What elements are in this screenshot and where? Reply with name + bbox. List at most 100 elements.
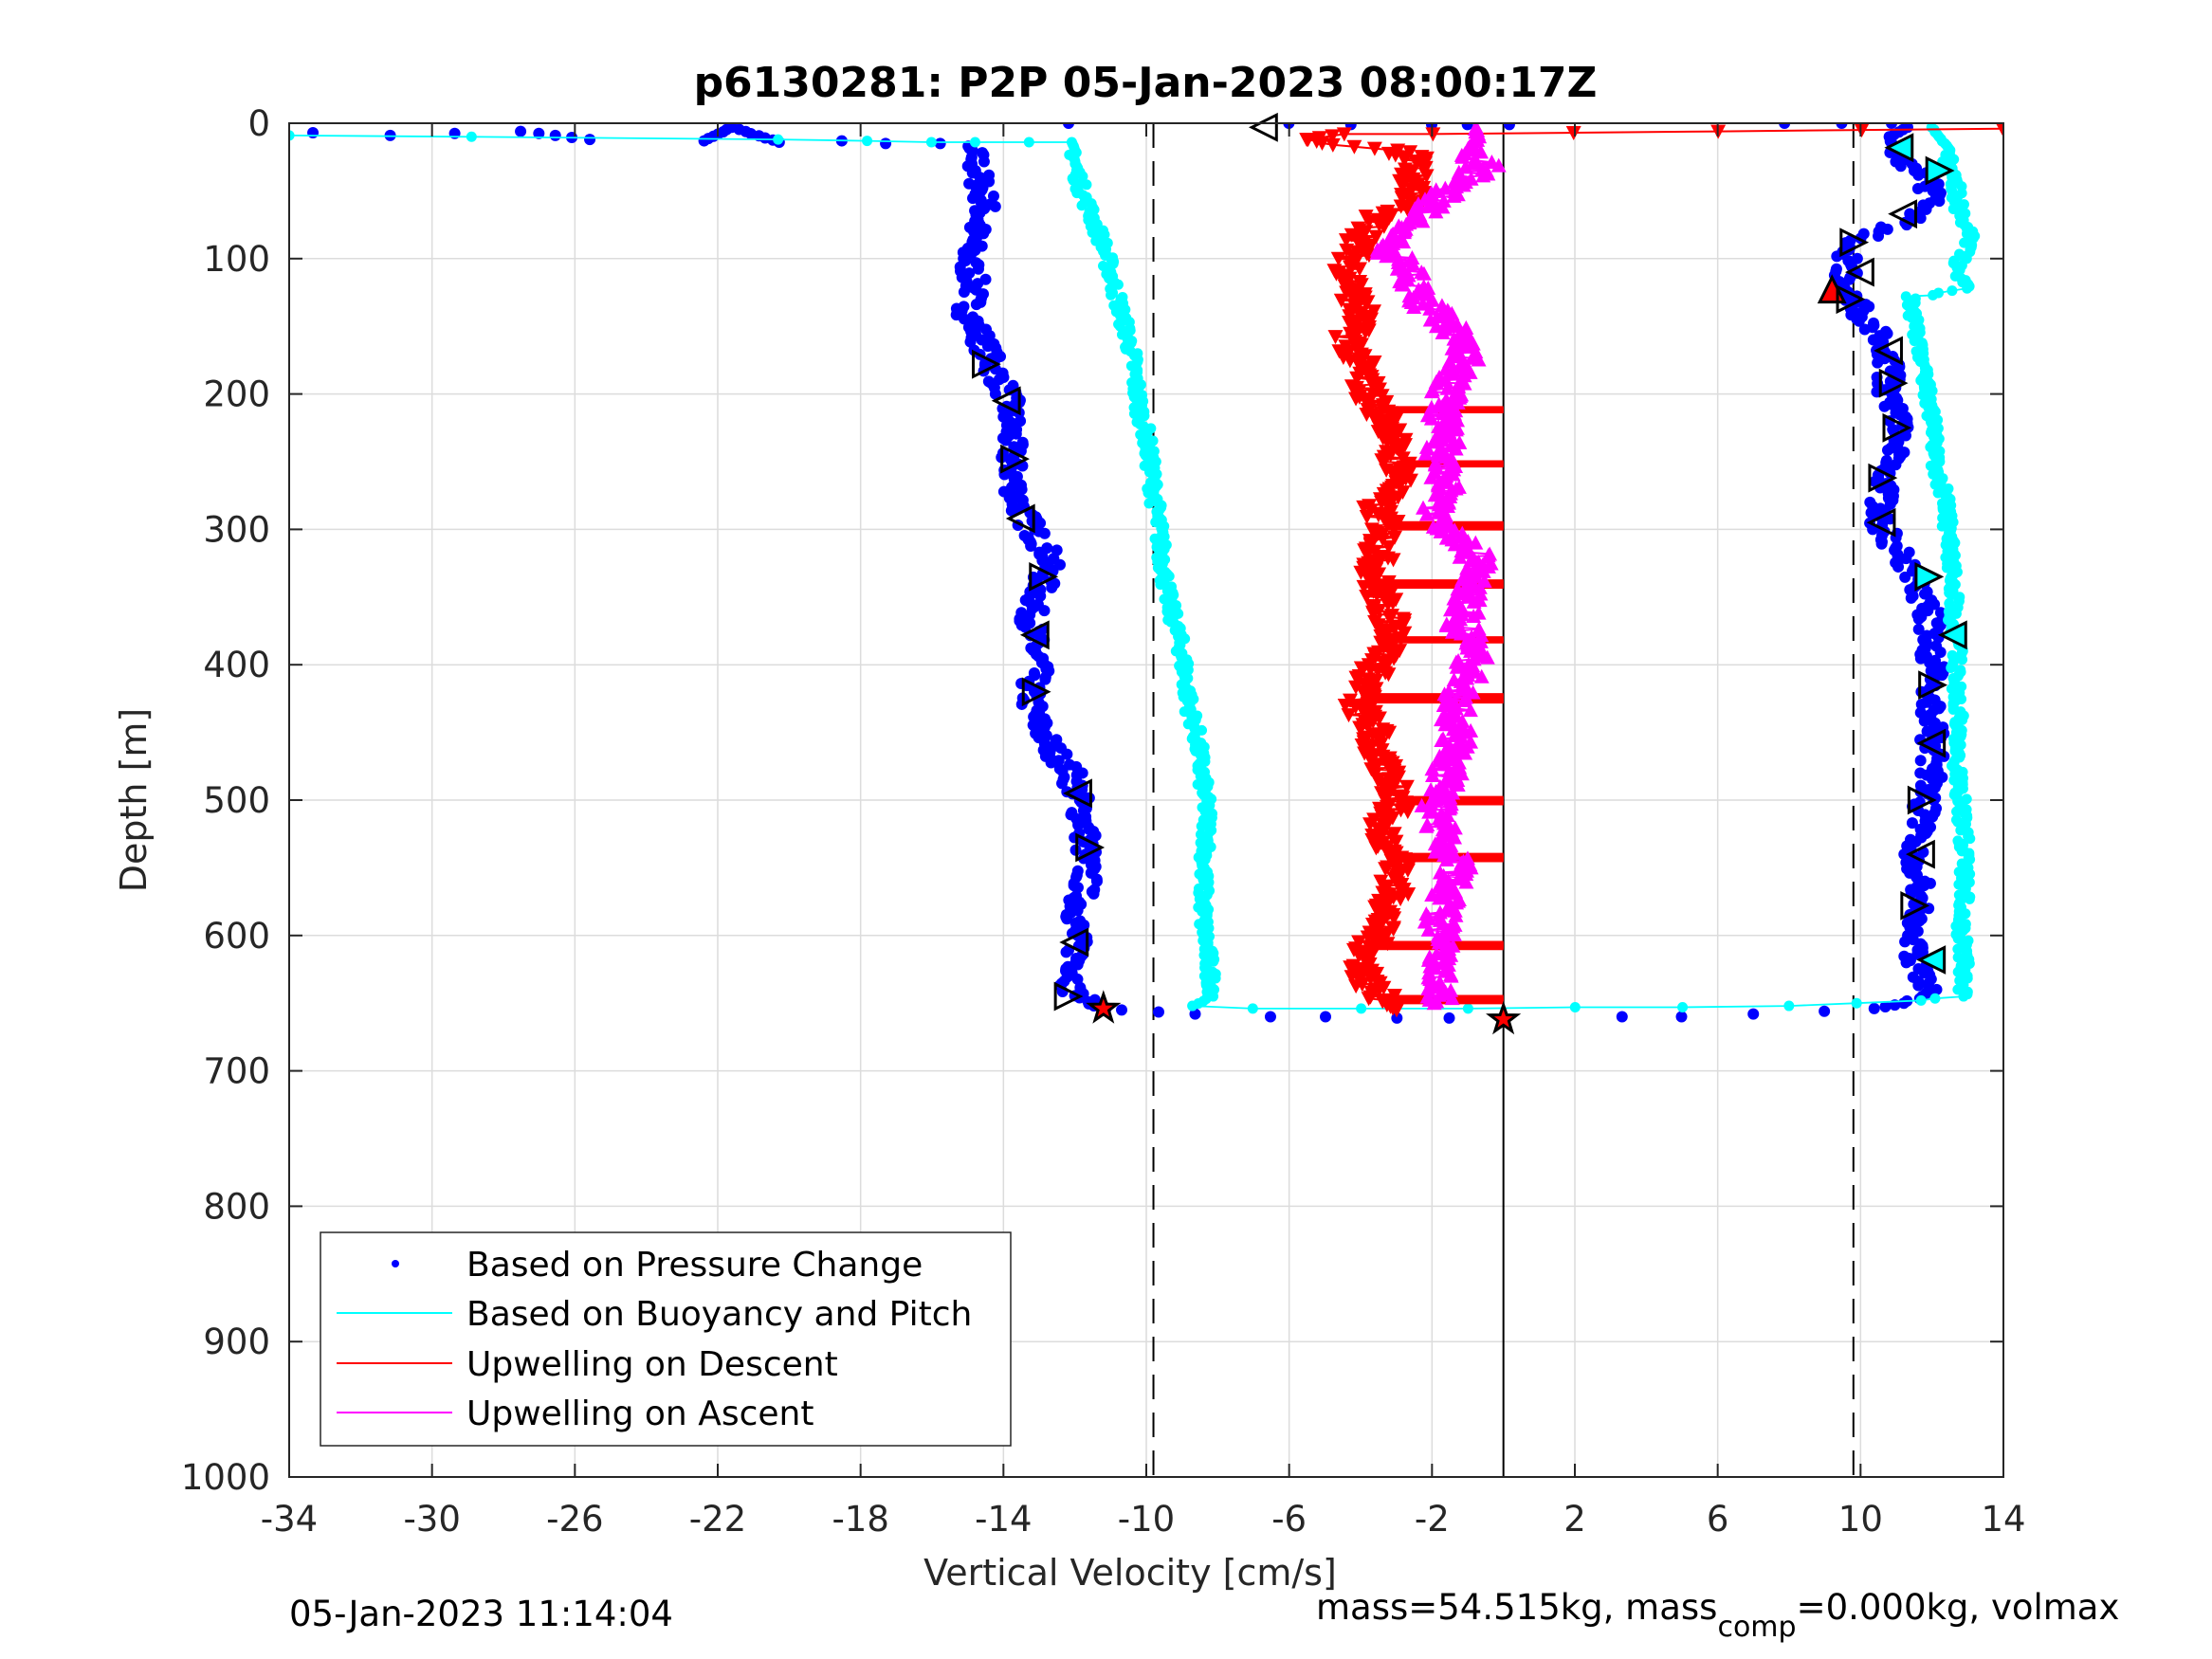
- data-point-triangle-down: [1376, 455, 1392, 469]
- data-point-triangle-down: [1387, 520, 1403, 536]
- data-point-triangle-down: [1361, 992, 1377, 1007]
- legend-dot-pressure: [392, 1260, 399, 1267]
- data-point-triangle-down: [1362, 817, 1379, 832]
- data-point: [1904, 833, 1916, 846]
- data-point: [1264, 1011, 1276, 1023]
- data-point: [1915, 994, 1927, 1006]
- data-point-triangle-up: [1451, 479, 1467, 494]
- data-point-triangle-down: [1342, 354, 1358, 369]
- data-point-triangle-down: [1341, 708, 1357, 723]
- data-point-triangle-down: [1368, 229, 1384, 245]
- y-tick-label: 900: [203, 1322, 270, 1362]
- data-point-triangle-down: [1380, 597, 1396, 612]
- event-marker-tri-left: [1063, 778, 1092, 809]
- data-point-triangle-up: [1414, 264, 1430, 280]
- data-point: [1879, 1001, 1892, 1013]
- data-point-triangle-down: [1348, 670, 1364, 685]
- data-point-triangle-up: [1452, 434, 1468, 449]
- data-point-triangle-down: [1389, 1003, 1405, 1018]
- event-marker-tri-right: [1000, 444, 1030, 474]
- data-point-triangle-down: [1348, 680, 1364, 695]
- data-point: [1391, 1012, 1403, 1024]
- data-point: [1071, 958, 1084, 971]
- x-tick-label: -2: [1415, 1499, 1450, 1540]
- data-point-triangle-down: [1400, 887, 1417, 902]
- event-marker-tri-right: [1836, 284, 1866, 315]
- data-point-triangle-down: [1314, 136, 1330, 151]
- data-point: [1462, 1003, 1473, 1014]
- y-tick-label: 200: [203, 374, 270, 415]
- x-tick-label: -10: [1118, 1499, 1175, 1540]
- data-point-triangle-up: [1476, 574, 1492, 588]
- data-point: [972, 263, 984, 275]
- data-point-triangle-down: [1359, 509, 1375, 524]
- event-marker-tri-right: [1075, 832, 1106, 863]
- data-point: [1320, 1011, 1332, 1023]
- data-point-triangle-down: [1380, 539, 1397, 555]
- footer-mass-info: mass=54.515kg, masscomp=0.000kg, volmax: [1316, 1587, 2119, 1644]
- data-point: [999, 434, 1012, 447]
- event-marker-tri-right: [1882, 412, 1912, 443]
- data-point: [1038, 527, 1051, 539]
- data-point-triangle-up: [1441, 683, 1457, 698]
- event-marker-tri-right: [1907, 785, 1937, 815]
- data-point-triangle-up: [1458, 689, 1474, 704]
- data-point: [1677, 1001, 1689, 1012]
- data-point: [1947, 649, 1958, 661]
- data-point-triangle-down: [1362, 753, 1379, 768]
- data-point: [925, 137, 937, 148]
- data-point-triangle-down: [1387, 530, 1403, 545]
- data-point-triangle-down: [1358, 297, 1374, 312]
- data-point: [1675, 1011, 1688, 1023]
- x-axis-label: Vertical Velocity [cm/s]: [923, 1552, 1337, 1594]
- data-point: [1880, 454, 1892, 466]
- plot-area: [289, 123, 2003, 1026]
- data-point: [1900, 291, 1911, 302]
- data-point-triangle-up: [1420, 921, 1436, 937]
- y-tick-label: 500: [203, 780, 270, 821]
- x-tick-label: 2: [1563, 1499, 1586, 1540]
- data-point: [1904, 208, 1916, 220]
- data-point-triangle-up: [1385, 226, 1401, 241]
- data-point-triangle-down: [1349, 371, 1365, 386]
- data-point: [773, 134, 784, 145]
- data-point: [1039, 673, 1051, 685]
- data-point: [1955, 665, 1966, 676]
- x-tick-label: 14: [1981, 1499, 2025, 1540]
- data-point: [1356, 1003, 1367, 1014]
- data-point-triangle-up: [1468, 344, 1484, 359]
- data-point-triangle-up: [1427, 455, 1443, 470]
- data-point-triangle-down: [1348, 392, 1364, 407]
- data-point: [1947, 285, 1958, 297]
- data-point-triangle-down: [1417, 160, 1434, 175]
- data-point: [1933, 287, 1945, 299]
- data-point-triangle-up: [1424, 382, 1440, 397]
- data-point-triangle-down: [1387, 148, 1403, 163]
- data-point-triangle-down: [1996, 123, 2003, 137]
- data-point: [1943, 483, 1954, 495]
- data-point-triangle-down: [1418, 169, 1435, 184]
- y-tick-label: 1000: [181, 1457, 270, 1498]
- data-point-triangle-down: [1364, 377, 1380, 392]
- footer-timestamp: 05-Jan-2023 11:14:04: [289, 1594, 673, 1634]
- data-point: [1114, 320, 1125, 332]
- data-point-triangle-down: [1381, 610, 1398, 625]
- data-point: [515, 125, 527, 137]
- x-axis-ticks: -34 -30 -26 -22 -18 -14 -10 -6 -2 2 6 10 14: [261, 123, 2026, 1540]
- x-tick-label: -14: [975, 1499, 1032, 1540]
- data-point: [1950, 814, 1962, 826]
- data-point: [1912, 623, 1925, 635]
- data-point-triangle-down: [1380, 667, 1397, 683]
- event-marker-star: [1086, 990, 1122, 1024]
- data-point: [1851, 997, 1862, 1009]
- footer-mass-text: mass=54.515kg, mass: [1316, 1587, 1717, 1628]
- data-point-triangle-up: [1482, 546, 1498, 561]
- data-point: [1901, 123, 1913, 134]
- data-point-triangle-down: [1399, 203, 1416, 218]
- event-marker-tri-right: [1029, 561, 1059, 592]
- data-point-triangle-down: [1325, 137, 1341, 153]
- data-point: [1019, 621, 1032, 633]
- event-marker-tri-right: [1868, 463, 1898, 493]
- data-point-triangle-up: [1435, 192, 1452, 208]
- event-marker-tri-left: [1844, 257, 1874, 287]
